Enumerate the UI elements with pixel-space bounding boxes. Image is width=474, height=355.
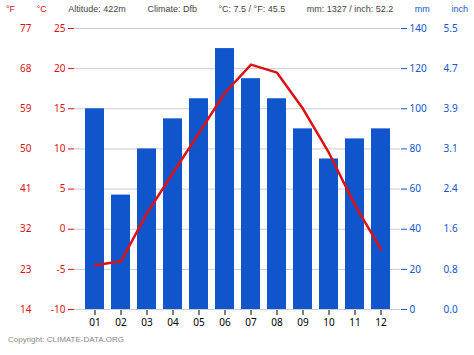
svg-text:100: 100 <box>410 101 427 115</box>
svg-text:10: 10 <box>54 141 66 155</box>
html-text:mm: 1327 / inch: 52.2: mm: 1327 / inch: 52.2 <box>306 4 394 14</box>
svg-text:23: 23 <box>20 262 32 276</box>
svg-text:06: 06 <box>219 315 231 329</box>
svg-text:0.0: 0.0 <box>444 302 458 316</box>
svg-text:3.9: 3.9 <box>444 101 458 115</box>
svg-text:-10: -10 <box>51 302 66 316</box>
svg-text:0: 0 <box>60 221 66 235</box>
svg-text:120: 120 <box>410 61 427 75</box>
svg-text:59: 59 <box>20 101 32 115</box>
html-text:°C: °C <box>36 4 47 14</box>
svg-text:05: 05 <box>193 315 205 329</box>
svg-text:5.5: 5.5 <box>444 21 458 35</box>
svg-text:80: 80 <box>410 141 422 155</box>
svg-text:15: 15 <box>54 101 66 115</box>
svg-text:140: 140 <box>410 21 427 35</box>
svg-text:0.8: 0.8 <box>444 262 458 276</box>
svg-text:40: 40 <box>410 221 422 235</box>
svg-text:07: 07 <box>245 315 257 329</box>
html-text:inch: inch <box>451 4 468 14</box>
svg-text:32: 32 <box>20 221 32 235</box>
svg-text:11: 11 <box>349 315 360 329</box>
svg-text:2.4: 2.4 <box>444 181 458 195</box>
svg-text:50: 50 <box>20 141 32 155</box>
svg-text:04: 04 <box>167 315 179 329</box>
svg-text:03: 03 <box>141 315 153 329</box>
html-text:°C: 7.5 / °F: 45.5: °C: 7.5 / °F: 45.5 <box>218 4 286 14</box>
svg-text:41: 41 <box>20 181 31 195</box>
svg-text:0: 0 <box>410 302 416 316</box>
svg-text:-5: -5 <box>57 262 66 276</box>
html-text:Altitude: 422m: Altitude: 422m <box>68 4 126 14</box>
svg-text:20: 20 <box>54 61 66 75</box>
svg-text:14: 14 <box>20 302 32 316</box>
svg-text:77: 77 <box>20 21 32 35</box>
svg-text:08: 08 <box>271 315 283 329</box>
html-text:Copyright: CLIMATE-DATA.ORG: Copyright: CLIMATE-DATA.ORG <box>8 335 124 344</box>
svg-text:20: 20 <box>410 262 422 276</box>
svg-text:60: 60 <box>410 181 422 195</box>
svg-text:1.6: 1.6 <box>444 221 458 235</box>
html-text:°F: °F <box>6 4 16 14</box>
svg-text:10: 10 <box>323 315 335 329</box>
svg-text:5: 5 <box>60 181 66 195</box>
html-text:mm: mm <box>414 4 430 14</box>
svg-text:3.1: 3.1 <box>444 141 458 155</box>
svg-text:12: 12 <box>375 315 387 329</box>
svg-text:09: 09 <box>297 315 309 329</box>
svg-text:02: 02 <box>115 315 127 329</box>
svg-text:25: 25 <box>54 21 66 35</box>
svg-text:4.7: 4.7 <box>444 61 458 75</box>
html-text:Climate: Dfb: Climate: Dfb <box>147 4 197 14</box>
svg-text:68: 68 <box>20 61 32 75</box>
svg-text:01: 01 <box>89 315 100 329</box>
